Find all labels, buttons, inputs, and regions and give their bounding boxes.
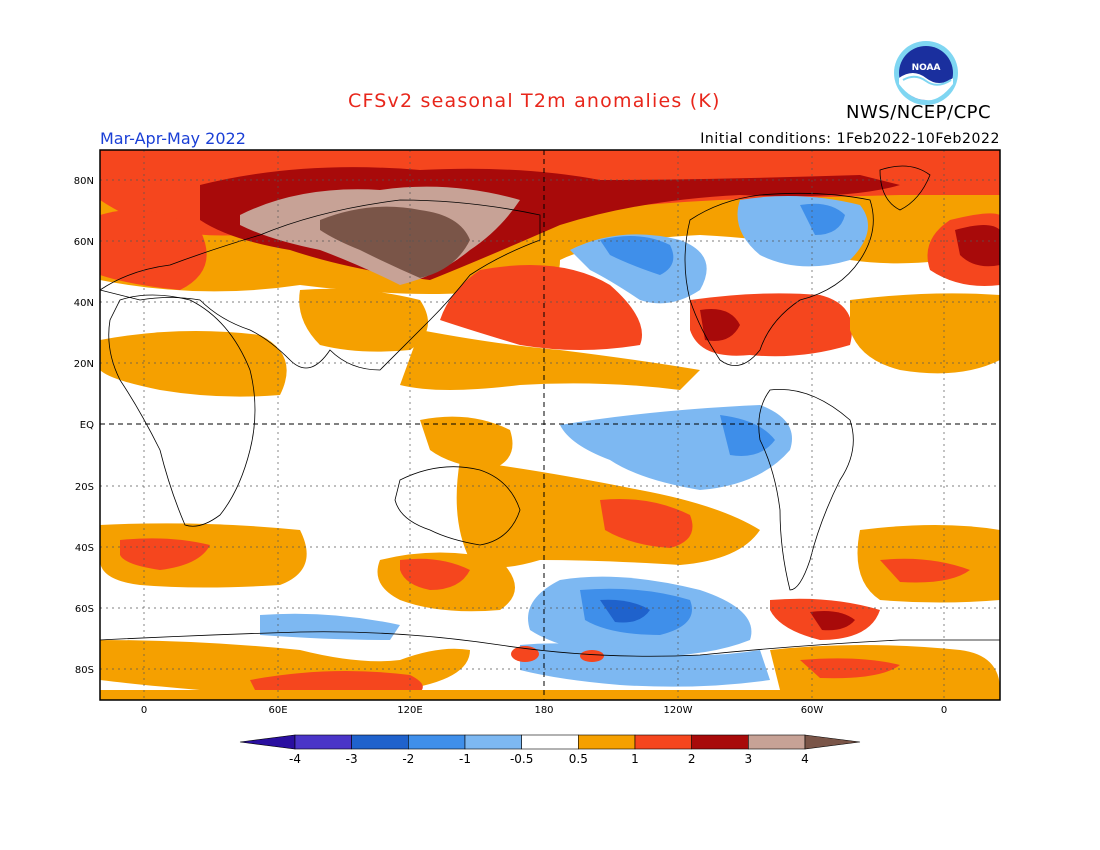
lat-label: 40N <box>74 298 94 309</box>
lat-label: 20N <box>74 359 94 370</box>
lat-label: 60N <box>74 237 94 248</box>
colorbar-label: 2 <box>688 752 696 766</box>
colorbar-label: 1 <box>631 752 639 766</box>
agency-label: NWS/NCEP/CPC <box>846 102 992 123</box>
lon-label: 60E <box>268 705 287 716</box>
colorbar-segment <box>521 734 579 750</box>
colorbar-segment <box>351 734 409 750</box>
lat-label: EQ <box>80 420 94 431</box>
colorbar-label: 0.5 <box>569 752 588 766</box>
colorbar-label: -3 <box>346 752 358 766</box>
coastlines <box>100 165 1000 657</box>
colorbar-segment <box>294 734 352 750</box>
colorbar-segment <box>748 734 806 750</box>
lat-label: 20S <box>75 482 94 493</box>
colorbar-segment <box>691 734 749 750</box>
colorbar-label: 4 <box>801 752 809 766</box>
colorbar-label: -4 <box>289 752 301 766</box>
colorbar-label: -0.5 <box>510 752 533 766</box>
lat-label: 80N <box>74 176 94 187</box>
colorbar-segment <box>634 734 692 750</box>
map-title: CFSv2 seasonal T2m anomalies (K) <box>348 90 721 112</box>
lat-label: 60S <box>75 604 94 615</box>
anomaly-field <box>100 150 1000 700</box>
lon-label: 120W <box>664 705 693 716</box>
lon-label: 0 <box>941 705 947 716</box>
colorbar-segment <box>239 734 296 750</box>
season-label: Mar-Apr-May 2022 <box>100 129 246 148</box>
lat-label: 80S <box>75 665 94 676</box>
colorbar-segment <box>464 734 522 750</box>
colorbar: -4 -3 -2 -1 -0.5 0.5 1 2 3 4 <box>239 734 861 766</box>
lon-label: 120E <box>397 705 422 716</box>
longitude-labels: 0 60E 120E 180 120W 60W 0 <box>141 705 947 716</box>
map-frame <box>99 149 1001 701</box>
colorbar-segment <box>804 734 861 750</box>
colorbar-label: -2 <box>402 752 414 766</box>
lat-label: 40S <box>75 543 94 554</box>
latitude-labels: 80N 60N 40N 20N EQ 20S 40S 60S 80S <box>74 176 94 676</box>
lon-label: 180 <box>534 705 553 716</box>
colorbar-label: -1 <box>459 752 471 766</box>
colorbar-segment <box>408 734 466 750</box>
map-gridlines <box>100 150 1000 700</box>
lon-label: 0 <box>141 705 147 716</box>
colorbar-label: 3 <box>745 752 753 766</box>
colorbar-segment <box>578 734 636 750</box>
svg-text:NOAA: NOAA <box>912 63 941 73</box>
lon-label: 60W <box>801 705 824 716</box>
noaa-logo-icon: NOAA <box>894 41 958 105</box>
initial-conditions-label: Initial conditions: 1Feb2022-10Feb2022 <box>700 131 1000 147</box>
